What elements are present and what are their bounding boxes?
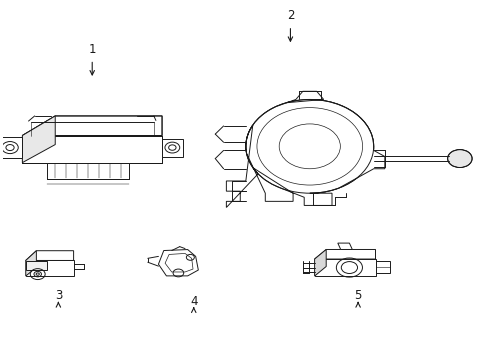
Polygon shape — [47, 163, 129, 179]
Text: 4: 4 — [190, 294, 197, 307]
Circle shape — [447, 150, 471, 167]
Polygon shape — [26, 260, 74, 276]
Polygon shape — [26, 251, 74, 260]
Polygon shape — [22, 116, 162, 135]
Polygon shape — [162, 139, 182, 157]
Polygon shape — [314, 249, 375, 259]
Polygon shape — [22, 135, 162, 163]
Polygon shape — [26, 261, 47, 270]
Polygon shape — [337, 243, 351, 249]
Polygon shape — [314, 249, 325, 276]
Polygon shape — [375, 261, 389, 273]
Polygon shape — [158, 249, 198, 276]
Polygon shape — [0, 137, 22, 158]
Polygon shape — [22, 116, 55, 163]
Text: 1: 1 — [88, 43, 96, 56]
Text: 2: 2 — [286, 9, 294, 22]
Polygon shape — [314, 259, 375, 276]
Polygon shape — [226, 91, 384, 207]
Polygon shape — [26, 251, 36, 276]
Text: 5: 5 — [354, 289, 361, 302]
Text: 3: 3 — [55, 289, 62, 302]
